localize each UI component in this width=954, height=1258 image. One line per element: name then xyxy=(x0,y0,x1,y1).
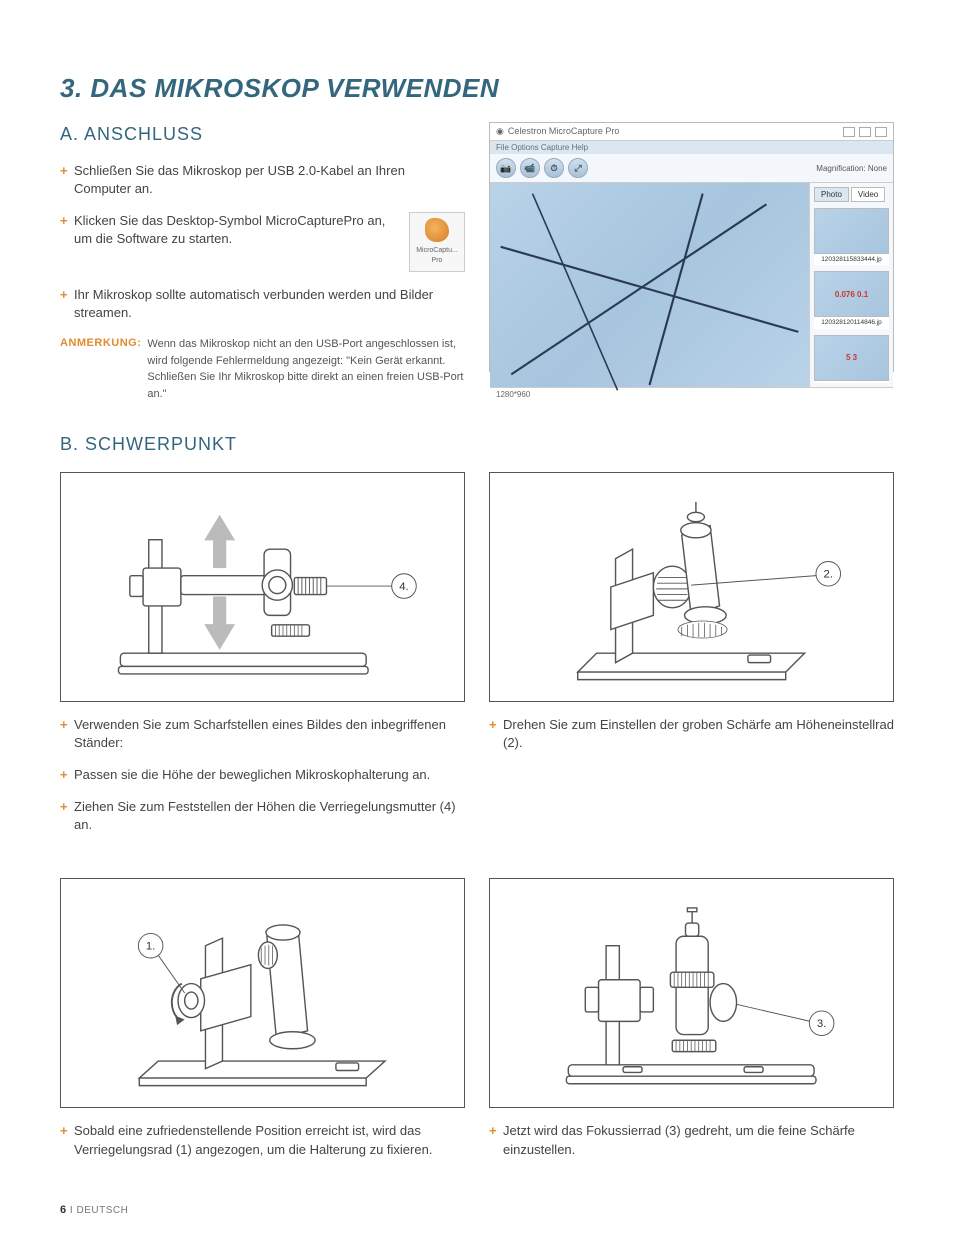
tab-video: Video xyxy=(851,187,885,202)
callout-2-label: 2. xyxy=(824,568,833,580)
toolbar: 📷 📹 ⏱ ⤢ Magnification: None xyxy=(490,154,893,183)
fullscreen-icon: ⤢ xyxy=(568,158,588,178)
page-footer: 6 I DEUTSCH xyxy=(60,1203,894,1218)
microcapture-icon xyxy=(425,218,449,242)
note: ANMERKUNG: Wenn das Mikroskop nicht an d… xyxy=(60,336,465,402)
icon-caption: Pro xyxy=(432,256,443,266)
footer-lang: DEUTSCH xyxy=(76,1205,128,1216)
list-item: MicroCaptu... Pro Klicken Sie das Deskto… xyxy=(60,212,465,272)
thumbnail: 120328115833444.jp xyxy=(814,208,889,265)
preview-area xyxy=(490,183,809,386)
video-icon: 📹 xyxy=(520,158,540,178)
magnification-label: Magnification: None xyxy=(816,163,887,174)
callout-3-label: 3. xyxy=(817,1018,826,1030)
window-buttons xyxy=(843,127,887,137)
thumbnail: 0.076 0.1 120328120114846.jp xyxy=(814,271,889,328)
tab-photo: Photo xyxy=(814,187,849,202)
timer-icon: ⏱ xyxy=(544,158,564,178)
camera-icon: 📷 xyxy=(496,158,516,178)
thumbnail: 5 3 xyxy=(814,335,889,383)
list-item: Drehen Sie zum Einstellen der groben Sch… xyxy=(489,716,894,752)
section-a-heading: A. ANSCHLUSS xyxy=(60,122,465,147)
note-body: Wenn das Mikroskop nicht an den USB-Port… xyxy=(147,336,465,402)
note-label: ANMERKUNG: xyxy=(60,336,141,402)
list-item: Schließen Sie das Mikroskop per USB 2.0-… xyxy=(60,162,465,198)
list-item: Ziehen Sie zum Feststellen der Höhen die… xyxy=(60,798,465,834)
sidebar: Photo Video 120328115833444.jp 0.076 0.1… xyxy=(809,183,893,386)
list-item: Sobald eine zufriedenstellende Position … xyxy=(60,1122,465,1158)
callout-4-label: 4. xyxy=(400,580,409,592)
figure-4: 4. xyxy=(60,472,465,702)
figure-3: 3. xyxy=(489,878,894,1108)
software-screenshot: ◉ Celestron MicroCapture Pro File Option… xyxy=(489,122,894,372)
app-icon: ◉ xyxy=(496,125,504,138)
menu-bar: File Options Capture Help xyxy=(490,141,893,154)
list-item-text: Klicken Sie das Desktop-Symbol MicroCapt… xyxy=(74,213,385,246)
list-item: Verwenden Sie zum Scharfstellen eines Bi… xyxy=(60,716,465,752)
figure-1: 1. xyxy=(60,878,465,1108)
list-item: Passen sie die Höhe der beweglichen Mikr… xyxy=(60,766,465,784)
figure-2: 2. xyxy=(489,472,894,702)
section-b-heading: B. SCHWERPUNKT xyxy=(60,432,894,457)
page-number: 6 xyxy=(60,1204,67,1216)
chapter-title: 3. DAS MIKROSKOP VERWENDEN xyxy=(60,70,894,106)
desktop-icon: MicroCaptu... Pro xyxy=(409,212,465,272)
icon-caption: MicroCaptu... xyxy=(416,246,458,256)
callout-1-label: 1. xyxy=(146,941,155,953)
list-item: Ihr Mikroskop sollte automatisch verbund… xyxy=(60,286,465,322)
window-titlebar: ◉ Celestron MicroCapture Pro xyxy=(490,123,893,141)
window-title: Celestron MicroCapture Pro xyxy=(508,125,620,138)
list-item: Jetzt wird das Fokussierrad (3) gedreht,… xyxy=(489,1122,894,1158)
tabs: Photo Video xyxy=(814,187,889,202)
